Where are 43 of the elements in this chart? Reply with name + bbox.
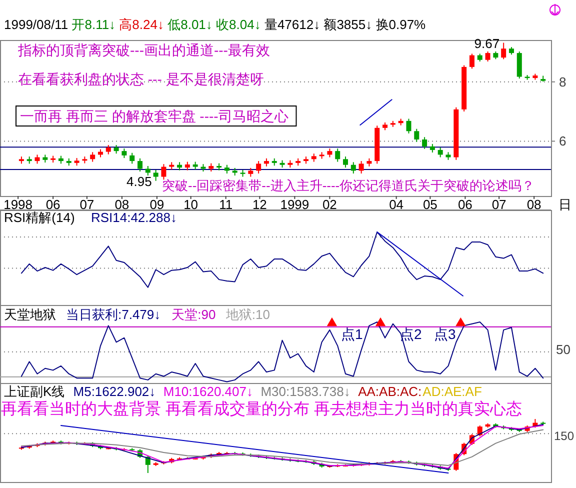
x-tick-label: 02 [322,197,337,212]
y-tick-label: 6 [559,134,566,149]
annotation: 一而再 再而三 的解放套牢盘 ----司马昭之心 [20,108,288,124]
x-tick-label: 07 [80,197,94,212]
annotation: 点2 [400,326,422,342]
chart-title: 上证副K线 [4,384,65,399]
annotation: 天堂:90 [172,307,216,322]
text: AD:AE:AF [422,384,482,399]
x-tick-label: 08 [114,197,130,212]
text: 150 [554,429,574,443]
chart-title: 天堂地狱 [4,307,56,322]
annotation: 在看看获利盘的状态 --- 是不是很清楚呀 [18,71,264,87]
x-tick-label: 05 [422,197,438,212]
x-tick-label: 1999 [280,197,310,212]
annotation: 点3 [434,326,456,342]
x-tick-label: 04 [389,197,404,212]
text: 50 [556,342,570,357]
x-tick-label: 09 [150,197,164,212]
text: M30:1583.738↓ [260,384,350,399]
chart-subtitle: 1999/08/11 开8.11↓ 高8.24↓ 低8.01↓ 收8.04↓ 量47612↓ 额3855↓ 换0.97% [4,17,426,32]
x-tick-label: 07 [492,197,506,212]
series-label: 当日获利:7.479↓ [66,307,161,322]
x-tick-label: 11 [219,197,233,212]
x-tick-label: 06 [458,197,472,212]
annotation: 地狱:10 [224,307,270,322]
annotation: 指标的顶背离突破---画出的通道---最有效 [17,42,270,58]
annotation: 点1 [341,326,363,342]
x-tick-label: 08 [526,197,542,212]
x-tick-label: 10 [184,197,198,212]
text: RSI14:42.288↓ [90,210,177,225]
annotation: 9.67 [474,36,500,51]
text: 再看看当时的大盘背景 再看看成交量的分布 再去想想主力当时的真实心态 [1,400,522,418]
text: AA:AB:AC: [358,384,422,399]
x-tick-label: 06 [46,197,60,212]
x-tick-label: 1998 [4,197,33,212]
annotation: 4.95 [126,174,152,189]
y-tick-label: 8 [559,74,566,90]
text: M5:1622.902↓ [73,384,156,399]
x-axis-title: 日 [558,197,572,212]
annotation: 突破--回踩密集带--进入主升----你还记得道氏关于突破的论述吗？ [162,178,535,193]
x-tick-label: 12 [252,197,267,212]
chart-title: RSI精解(14) [4,210,75,225]
text: M10:1620.407↓ [163,384,253,399]
